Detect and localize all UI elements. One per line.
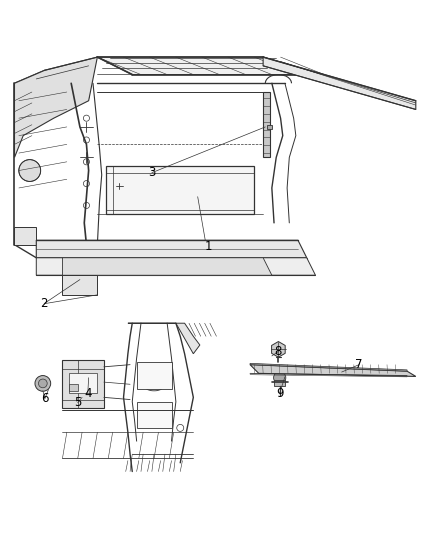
Polygon shape [262,92,269,157]
Text: 7: 7 [354,358,362,371]
Polygon shape [266,125,271,129]
Polygon shape [62,258,271,275]
Circle shape [39,379,47,388]
Polygon shape [62,275,97,295]
Polygon shape [250,365,415,376]
Polygon shape [69,384,78,391]
Polygon shape [274,380,284,386]
Polygon shape [36,258,315,275]
Polygon shape [250,364,406,371]
Polygon shape [97,57,315,75]
Polygon shape [136,362,171,389]
Text: 1: 1 [205,240,212,253]
Circle shape [19,159,41,181]
Polygon shape [62,360,104,408]
Polygon shape [36,240,306,258]
Polygon shape [271,342,285,357]
Circle shape [273,372,285,384]
Text: 9: 9 [276,386,283,400]
Polygon shape [136,402,171,428]
Polygon shape [106,166,254,214]
Polygon shape [262,57,415,109]
Text: 8: 8 [274,345,282,358]
Polygon shape [127,323,199,354]
Circle shape [35,376,50,391]
Polygon shape [14,227,36,245]
Text: 4: 4 [84,387,91,400]
Text: 3: 3 [148,166,155,179]
Polygon shape [69,374,97,393]
Polygon shape [14,57,97,157]
Text: 2: 2 [40,297,48,310]
Text: 6: 6 [41,392,49,405]
Text: 5: 5 [74,396,81,409]
